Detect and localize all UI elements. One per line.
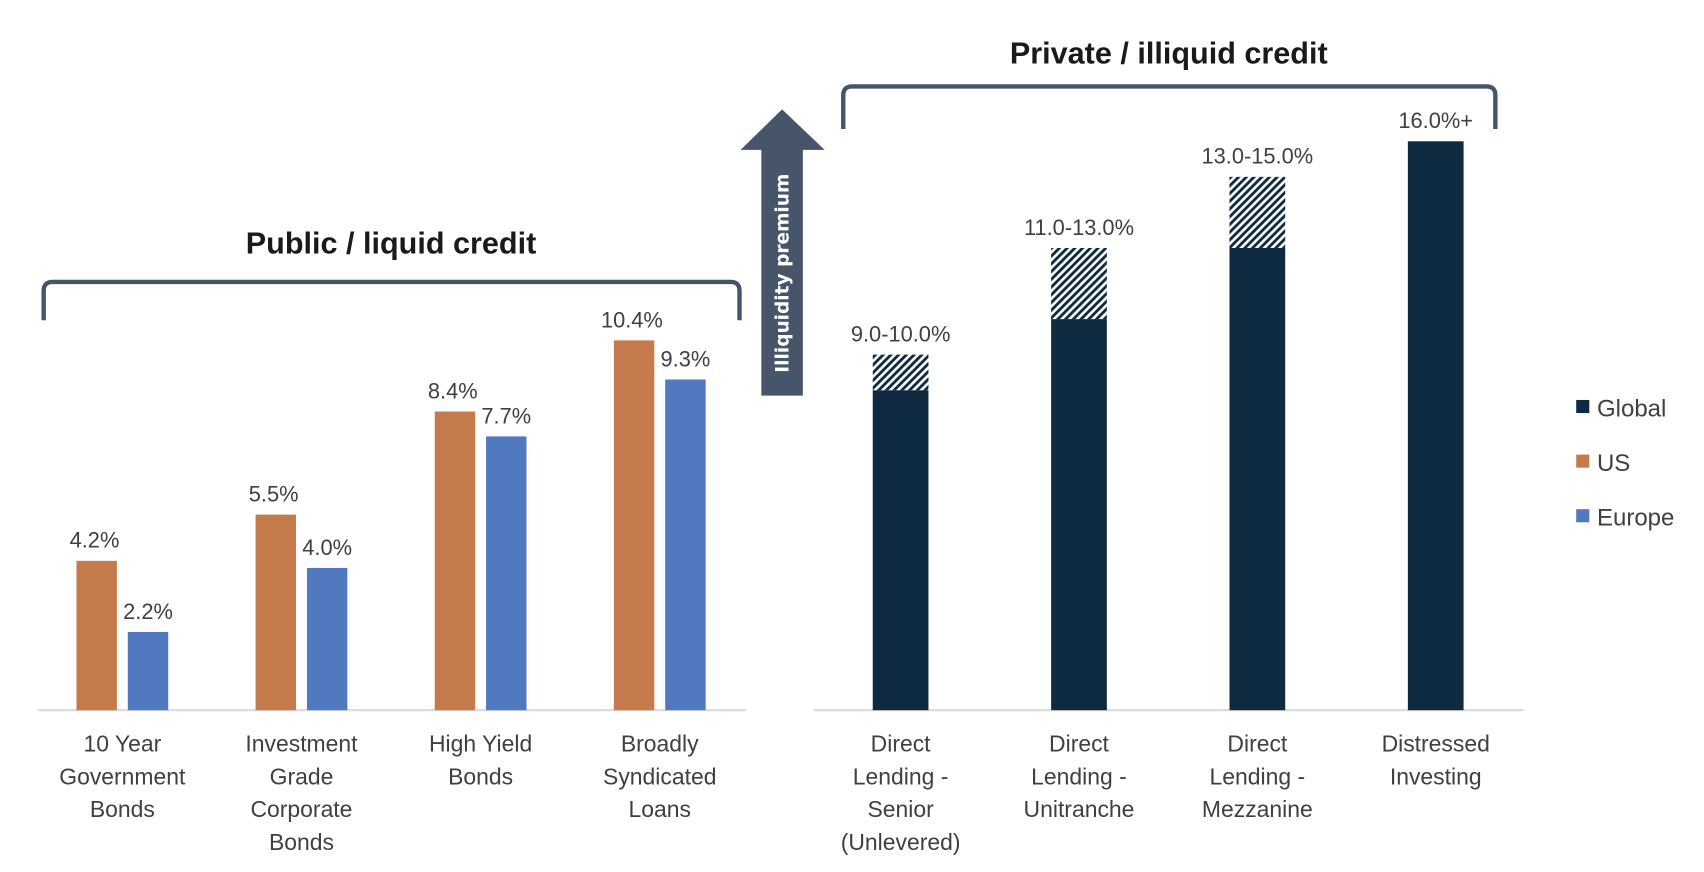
category-label: Broadly <box>621 731 699 757</box>
category-label: Government <box>59 763 186 789</box>
data-label: 4.2% <box>70 528 120 553</box>
public-credit-panel: Public / liquid credit 4.2% 2.2% 10 Year Gov… <box>38 227 747 855</box>
legend-swatch-us <box>1576 454 1590 468</box>
bar-range-hatch <box>872 354 929 391</box>
bar-us <box>434 411 476 711</box>
category-label: Bonds <box>90 796 155 822</box>
arrow-label: Illiquidity premium <box>773 174 794 373</box>
bar-global <box>1229 247 1286 711</box>
bar-us <box>613 340 655 711</box>
legend-swatch-global <box>1576 399 1590 414</box>
legend-label: US <box>1597 450 1630 477</box>
category-label: Unitranche <box>1024 796 1135 822</box>
category-label: Lending - <box>1031 763 1127 789</box>
category-label: Grade <box>270 763 334 789</box>
bar-us <box>76 560 117 711</box>
bar-us <box>255 514 297 711</box>
category-label: (Unlevered) <box>841 829 961 855</box>
legend-label: Global <box>1597 395 1666 422</box>
data-label: 2.2% <box>123 599 173 624</box>
bar-global <box>1407 141 1464 711</box>
data-label: 13.0-15.0% <box>1202 144 1314 169</box>
category-label: Loans <box>629 796 691 822</box>
illiquidity-premium-arrow: Illiquidity premium <box>740 109 825 396</box>
data-label: 5.5% <box>249 482 299 507</box>
legend-swatch-europe <box>1576 509 1590 523</box>
private-credit-panel: Private / illiquid credit 9.0-10.0% Direct… <box>813 37 1524 855</box>
category-label: Investing <box>1390 763 1482 789</box>
data-label: 9.3% <box>661 346 711 371</box>
bar-global <box>872 390 929 711</box>
category-label: Direct <box>1049 731 1109 757</box>
category-label: Distressed <box>1382 731 1490 757</box>
legend: Global US Europe <box>1576 395 1674 532</box>
category-label: Mezzanine <box>1202 796 1313 822</box>
category-label: Lending - <box>853 763 949 789</box>
category-label: Bonds <box>448 763 513 789</box>
category-label: 10 Year <box>83 731 161 757</box>
category-label: High Yield <box>429 731 532 757</box>
chart-title: Public / liquid credit <box>246 227 537 261</box>
bar-europe <box>127 631 169 711</box>
private-credit-bracket <box>841 84 1498 130</box>
bar-global <box>1051 319 1107 711</box>
data-label: 8.4% <box>428 378 478 403</box>
category-label: Direct <box>871 731 931 757</box>
data-label: 16.0%+ <box>1398 108 1473 133</box>
legend-label: Europe <box>1597 505 1674 532</box>
bar-europe <box>306 567 348 711</box>
data-label: 7.7% <box>481 403 531 428</box>
data-label: 10.4% <box>601 307 663 332</box>
public-credit-bracket <box>41 279 742 321</box>
bar-range-hatch <box>1051 247 1107 320</box>
bar-europe <box>665 379 706 711</box>
category-label: Corporate <box>251 796 353 822</box>
category-label: Investment <box>245 731 358 757</box>
up-arrow-icon <box>740 109 825 396</box>
data-label: 11.0-13.0% <box>1024 215 1134 240</box>
data-label: 9.0-10.0% <box>851 322 951 347</box>
chart-title: Private / illiquid credit <box>1010 37 1328 71</box>
category-label: Senior <box>867 796 934 822</box>
bar-europe <box>486 436 527 711</box>
category-label: Direct <box>1227 731 1287 757</box>
bar-range-hatch <box>1229 176 1286 248</box>
data-label: 4.0% <box>302 535 352 560</box>
category-label: Bonds <box>269 829 334 855</box>
category-label: Lending - <box>1210 763 1306 789</box>
category-label: Syndicated <box>603 763 716 789</box>
